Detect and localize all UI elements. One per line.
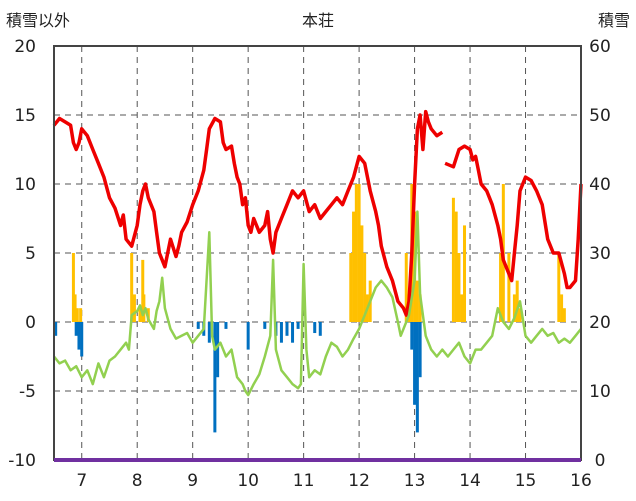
snowfall-bar [463, 225, 467, 322]
x-tick-label: 11 [293, 471, 315, 491]
precip_neg-bar [213, 322, 217, 433]
temperature-line [53, 210, 582, 397]
precip_neg-bar [418, 322, 422, 378]
precip_neg-bar [196, 322, 200, 329]
precip_neg-bar [410, 322, 414, 350]
right-tick-label: 50 [589, 106, 611, 126]
precip_neg-bar [77, 322, 81, 350]
lines [52, 109, 583, 397]
chart-title: 本荘 [302, 11, 334, 30]
precip_neg-bar [207, 322, 211, 343]
snowfall-bar [415, 280, 419, 322]
precip_neg-bar [285, 322, 289, 336]
right-tick-label: 20 [589, 313, 611, 333]
x-tick-label: 7 [76, 471, 87, 491]
x-tick-label: 12 [348, 471, 370, 491]
snowfall-bar [507, 253, 511, 322]
precip_neg-bar [415, 322, 419, 433]
snowfall-bar [557, 253, 561, 322]
right-tick-label: 30 [589, 244, 611, 264]
precip_neg-bar [80, 322, 84, 357]
snowfall-bar [360, 225, 364, 322]
snowfall-bar [512, 294, 516, 322]
precip_neg-bar [313, 322, 317, 334]
snowfall-bar [75, 308, 79, 322]
snowfall-bar [138, 308, 142, 322]
snowfall-bar [132, 294, 136, 322]
left-tick-label: 5 [25, 244, 36, 264]
snowfall-bar [349, 253, 353, 322]
precip_neg-bar [224, 322, 228, 329]
precip_neg-bar [296, 322, 300, 329]
snowfall-bar [142, 294, 146, 322]
right-tick-label: 60 [589, 37, 611, 57]
snowfall-bar [354, 184, 358, 322]
snowfall-bar [79, 308, 83, 322]
right-tick-label: 10 [589, 382, 611, 402]
left-axis-label: 積雪以外 [6, 11, 70, 30]
snowfall-bar [515, 280, 519, 322]
snowfall-bar [352, 211, 356, 322]
left-tick-label: 20 [14, 37, 36, 57]
snowfall-bar [499, 253, 503, 322]
left-tick-label: 10 [14, 175, 36, 195]
x-tick-label: 16 [570, 471, 592, 491]
x-tick-label: 15 [515, 471, 537, 491]
precip_neg-bar [246, 322, 250, 350]
snowfall-bar [518, 308, 522, 322]
snowfall-bar [73, 294, 77, 322]
snowfall-bar [130, 253, 134, 322]
x-tick-label: 10 [237, 471, 259, 491]
precip_neg-bar [291, 322, 295, 343]
bars [54, 184, 566, 433]
snowfall-bar [457, 253, 461, 322]
right-axis-label: 積雪 [598, 11, 630, 30]
left-tick-label: -5 [19, 382, 36, 402]
snowfall-bar [562, 308, 566, 322]
precip_neg-bar [54, 322, 58, 336]
snowfall-bar [460, 294, 464, 322]
left-tick-label: -10 [8, 451, 36, 471]
x-tick-label: 14 [459, 471, 481, 491]
snowfall-bar [451, 197, 455, 322]
right-tick-label: 40 [589, 175, 611, 195]
precip_neg-bar [216, 322, 220, 378]
precip_neg-bar [279, 322, 283, 343]
snowfall-bar [363, 253, 367, 322]
precip_neg-bar [318, 322, 322, 336]
x-tick-label: 8 [132, 471, 143, 491]
left-tick-label: 0 [25, 313, 36, 333]
snow_depth-line [52, 109, 444, 317]
precip_neg-bar [413, 322, 417, 405]
snowfall-bar [418, 294, 422, 322]
precip_neg-bar [74, 322, 78, 336]
snowfall-bar [454, 211, 458, 322]
x-tick-label: 13 [404, 471, 426, 491]
snowfall-bar [141, 259, 145, 322]
right-tick-label: 0 [595, 451, 606, 471]
snowfall-bar [404, 253, 408, 322]
x-tick-label: 9 [187, 471, 198, 491]
snowfall-bar [560, 294, 564, 322]
precip_neg-bar [263, 322, 267, 329]
snowfall-bar [357, 184, 361, 322]
snowfall-bar [71, 253, 75, 322]
left-tick-label: 15 [14, 106, 36, 126]
snow_depth-line [444, 144, 583, 290]
